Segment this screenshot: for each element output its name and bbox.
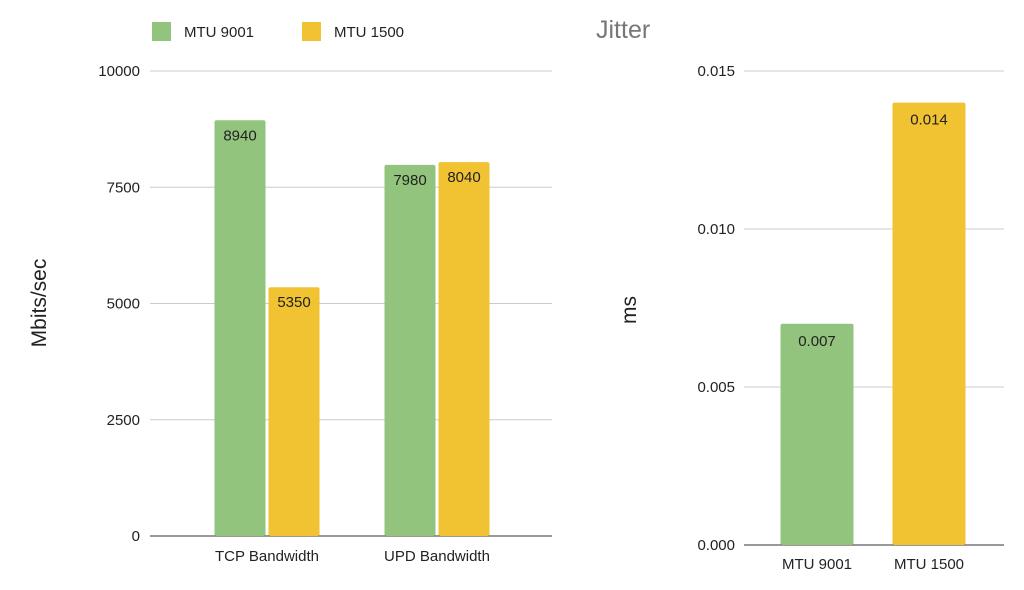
- y-tick-label: 0.005: [697, 379, 735, 396]
- bar-mtu-9001: [214, 120, 266, 536]
- jitter-chart: Jitter 0.000 0.005 0.010 0.015 0.007 MTU 900…: [596, 16, 1004, 573]
- bar-mtu-1500: [268, 287, 320, 536]
- y-tick-label: 0.000: [697, 537, 735, 554]
- legend-swatch: [152, 22, 171, 41]
- data-label: 5350: [277, 294, 310, 311]
- jitter-chart-title: Jitter: [596, 16, 650, 44]
- bar-mtu-9001: [780, 323, 854, 545]
- y-tick-label: 0.010: [697, 221, 735, 238]
- y-tick-label: 2500: [107, 412, 140, 429]
- bar-mtu-1500: [892, 102, 966, 545]
- bar-mtu-9001: [384, 164, 436, 536]
- data-label: 0.007: [798, 333, 836, 350]
- data-label: 0.014: [910, 112, 948, 129]
- legend-label: MTU 1500: [334, 24, 404, 41]
- legend-swatch: [302, 22, 321, 41]
- y-tick-label: 0.015: [697, 63, 735, 80]
- y-tick-label: 10000: [98, 63, 140, 80]
- x-category-label: MTU 1500: [894, 556, 964, 573]
- jitter-y-axis-title: ms: [618, 296, 641, 324]
- x-category-label: UPD Bandwidth: [384, 548, 490, 565]
- data-label: 7980: [393, 172, 426, 189]
- legend-label: MTU 9001: [184, 24, 254, 41]
- y-tick-label: 0: [132, 528, 140, 545]
- data-label: 8940: [223, 127, 256, 144]
- bandwidth-legend: MTU 9001 MTU 1500: [152, 22, 404, 41]
- jitter-bars: 0.007 MTU 9001 0.014 MTU 1500: [780, 102, 966, 573]
- y-tick-label: 5000: [107, 296, 140, 313]
- data-label: 8040: [447, 169, 480, 186]
- x-category-label: TCP Bandwidth: [215, 548, 319, 565]
- bandwidth-y-axis-title: Mbits/sec: [28, 259, 51, 348]
- y-tick-label: 7500: [107, 179, 140, 196]
- bandwidth-bars: 8940 5350 TCP Bandwidth 7980 8040 UPD Bandwid…: [214, 120, 490, 565]
- bar-mtu-1500: [438, 162, 490, 536]
- x-category-label: MTU 9001: [782, 556, 852, 573]
- bandwidth-chart: MTU 9001 MTU 1500 0 2500 5000 7500 10000 8940…: [28, 22, 552, 565]
